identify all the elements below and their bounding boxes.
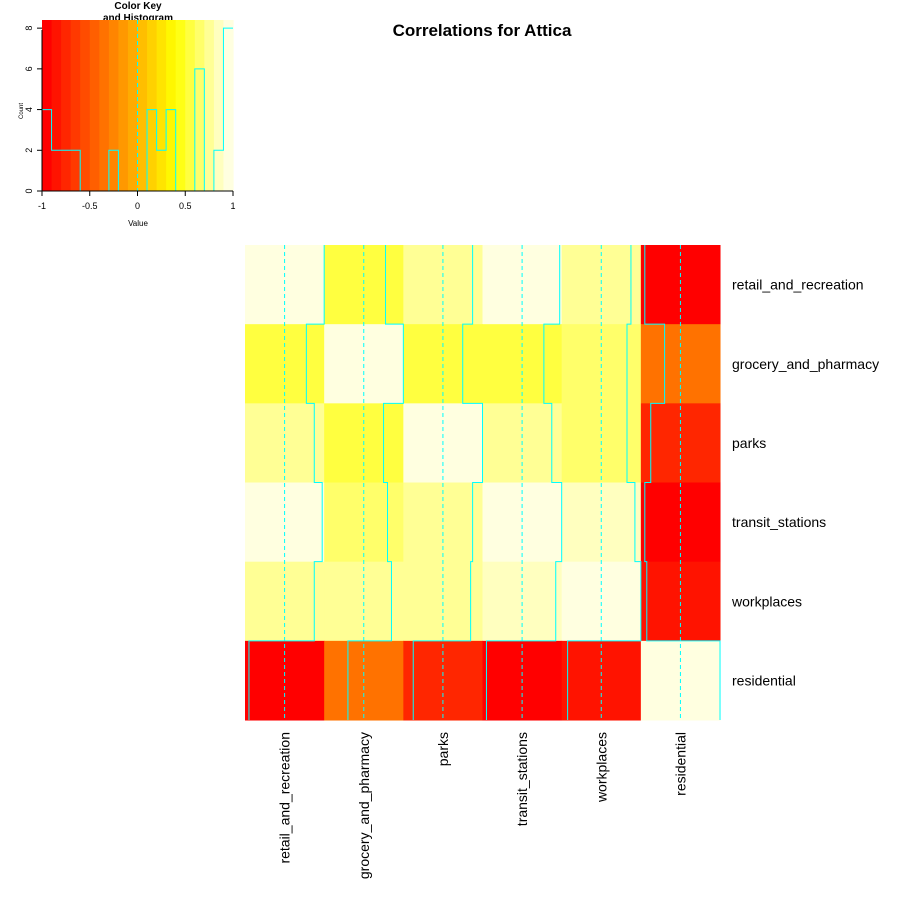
color-key-y-axis-label: Count [19,103,25,119]
column-trace [485,245,563,721]
column-label: residential [672,732,688,796]
row-label: parks [732,435,766,451]
chart-title: Correlations for Attica [393,21,572,40]
color-key-x-tick-label: 0.5 [179,201,192,211]
heatmap-cell [324,482,404,563]
color-key-x-tick-label: -0.5 [82,201,98,211]
column-label: retail_and_recreation [277,732,293,864]
color-key-bin [185,20,196,191]
column-trace [248,245,325,721]
heatmap-traces [248,245,721,721]
heatmap-cell [403,245,484,325]
color-key-y-ticks: 0 2 4 6 8 [24,26,42,194]
column-trace [644,245,721,721]
color-key-bin [213,20,225,191]
row-label: workplaces [731,593,802,609]
color-key-bin [61,20,72,191]
heatmap-cells [245,245,721,721]
heatmap-cell [245,561,325,642]
row-labels: retail_and_recreation grocery_and_pharmac… [731,277,879,689]
heatmap-cell [324,245,404,325]
color-key-bin [137,20,148,191]
heatmap-cell [482,561,563,642]
heatmap-cell [245,245,325,325]
color-key-bin [70,20,81,191]
column-trace [347,245,404,721]
row-label: transit_stations [732,514,826,530]
color-key-bin [89,20,100,191]
heatmap-cell [561,482,642,563]
color-key-x-tick-label: 0 [135,201,140,211]
color-key-y-tick-label: 8 [24,26,34,31]
color-key-title-line2: and Histogram [103,13,173,24]
row-label: retail_and_recreation [732,277,864,293]
color-key-y-tick-label: 2 [24,148,34,153]
color-key-x-tick-label: 1 [230,201,235,211]
heatmap-cell [561,245,642,325]
heatmap-cell [482,482,563,563]
color-key-bin [42,20,53,191]
color-key-bin [118,20,129,191]
color-key-bin [194,20,205,191]
heatmap-cell [640,561,721,642]
color-key-y-tick-label: 4 [24,107,34,112]
color-key-x-tick-label: -1 [38,201,46,211]
color-key-bin [147,20,158,191]
heatmap-cell [640,245,721,325]
color-key-title-line1: Color Key [114,1,162,12]
color-key-bin [223,20,234,191]
color-key-histogram [42,27,233,192]
heatmap-cell [245,482,325,563]
column-label: transit_stations [514,732,530,826]
column-label: workplaces [593,732,609,803]
color-key-bin [127,20,139,191]
color-key: Color Key and Histogram -1 -0.5 0 0.5 1 0 2 4 6… [19,1,236,228]
color-key-x-axis-label: Value [128,219,148,228]
color-key-bin [80,20,91,191]
column-trace [412,245,484,721]
color-key-bin [175,20,186,191]
heatmap-cell [640,482,721,563]
color-key-bin [51,20,62,191]
color-key-y-tick-label: 6 [24,66,34,71]
color-key-bin [166,20,177,191]
row-label: residential [732,672,796,688]
color-key-bin [156,20,167,191]
color-key-bins [42,20,234,191]
column-label: parks [435,732,451,766]
column-label: grocery_and_pharmacy [356,732,372,879]
color-key-y-tick-label: 0 [24,188,34,193]
column-trace [567,245,642,721]
color-key-bin [108,20,119,191]
color-key-bin [99,20,110,191]
row-label: grocery_and_pharmacy [732,356,879,372]
column-labels: retail_and_recreation grocery_and_pharmac… [277,732,689,879]
heatmap-cell [482,245,563,325]
color-key-x-ticks: -1 -0.5 0 0.5 1 [38,191,236,211]
heatmap-cell [561,561,642,642]
color-key-bin [204,20,215,191]
heatmap-cell [403,482,484,563]
